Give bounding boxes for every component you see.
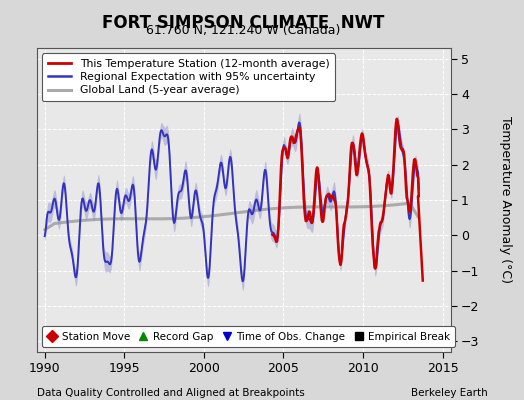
- Text: Data Quality Controlled and Aligned at Breakpoints: Data Quality Controlled and Aligned at B…: [37, 388, 304, 398]
- Legend: Station Move, Record Gap, Time of Obs. Change, Empirical Break: Station Move, Record Gap, Time of Obs. C…: [42, 326, 455, 347]
- Text: 61.760 N, 121.240 W (Canada): 61.760 N, 121.240 W (Canada): [147, 24, 341, 37]
- Text: Berkeley Earth: Berkeley Earth: [411, 388, 487, 398]
- Y-axis label: Temperature Anomaly (°C): Temperature Anomaly (°C): [499, 116, 512, 284]
- Text: FORT SIMPSON CLIMATE  NWT: FORT SIMPSON CLIMATE NWT: [103, 14, 385, 32]
